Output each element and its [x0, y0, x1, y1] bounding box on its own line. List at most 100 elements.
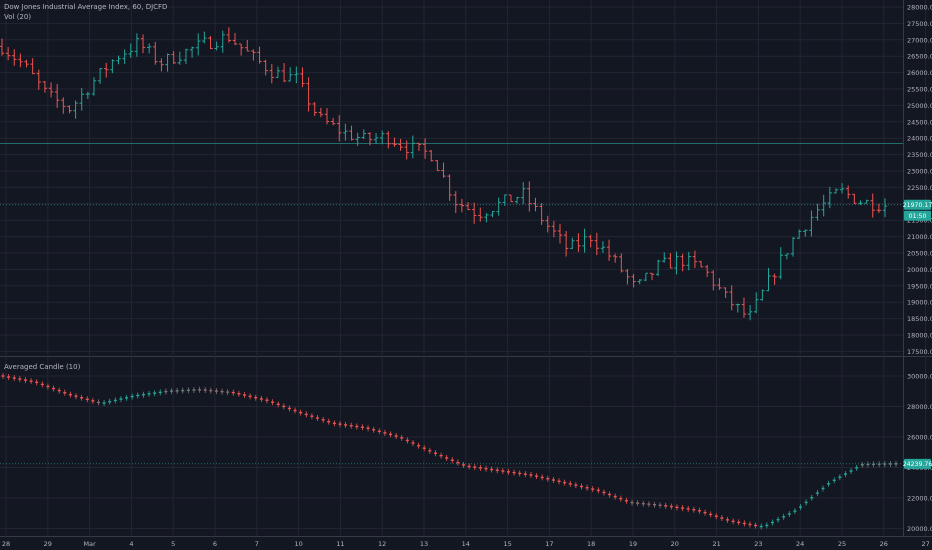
price-bar	[61, 97, 66, 114]
averaged-candle	[372, 426, 376, 433]
price-bar	[422, 138, 428, 159]
indicator-tick-label: 26000.00	[907, 434, 932, 442]
averaged-candle	[810, 494, 814, 501]
averaged-candle	[714, 513, 718, 520]
averaged-candle	[243, 392, 247, 399]
averaged-candle	[254, 394, 258, 401]
price-bar	[404, 140, 409, 160]
averaged-candle	[506, 468, 510, 475]
averaged-candle	[265, 397, 269, 404]
price-bar	[67, 105, 72, 114]
price-bar	[551, 220, 557, 238]
price-bar	[490, 210, 495, 218]
averaged-candle	[675, 504, 679, 511]
price-bar	[778, 247, 783, 280]
averaged-candle	[428, 447, 432, 454]
price-bar	[238, 43, 244, 56]
averaged-candle	[827, 480, 831, 487]
price-bar	[655, 259, 661, 277]
price-bar	[478, 207, 483, 222]
averaged-candle	[776, 516, 780, 523]
price-bar	[189, 46, 195, 58]
price-bar	[373, 133, 379, 145]
price-tick-label: 26500.00	[907, 53, 932, 61]
price-bar	[833, 188, 839, 194]
time-tick-label: 5	[171, 540, 175, 548]
price-bar	[612, 253, 618, 263]
averaged-candle	[321, 416, 325, 423]
time-tick-label: 26	[880, 540, 888, 548]
averaged-candle	[557, 478, 561, 485]
price-bar	[116, 55, 121, 65]
averaged-candle-bars	[1, 373, 898, 530]
price-bar	[183, 48, 189, 65]
price-tick-label: 27000.00	[907, 36, 932, 44]
price-bar	[306, 77, 311, 112]
averaged-candle	[220, 388, 224, 395]
price-bar	[429, 149, 434, 162]
price-bar	[649, 272, 655, 281]
price-bar	[527, 181, 532, 212]
price-tick-label: 23000.00	[907, 168, 932, 176]
averaged-candle	[602, 489, 606, 496]
time-tick-label: 20	[671, 540, 679, 548]
averaged-candle	[63, 389, 67, 396]
price-bar	[355, 132, 360, 146]
time-tick-label: 25	[838, 540, 846, 548]
price-badges: 21970.17 01:50 24239.76	[903, 199, 932, 469]
averaged-candle	[686, 505, 690, 512]
averaged-candle	[456, 459, 460, 466]
averaged-candle	[237, 390, 241, 397]
averaged-candle	[248, 393, 252, 400]
price-bar	[539, 202, 544, 225]
price-bar	[386, 131, 391, 149]
averaged-candle	[742, 520, 746, 527]
averaged-candle	[175, 387, 179, 394]
indicator-tick-label: 28000.00	[907, 403, 932, 411]
last-price-badge: 21970.17	[903, 202, 932, 209]
averaged-candle	[731, 518, 735, 525]
price-bar	[300, 67, 305, 88]
symbol-title[interactable]: Dow Jones Industrial Average Index, 60, …	[4, 3, 168, 11]
price-bar	[324, 108, 330, 125]
price-bar	[146, 43, 152, 54]
averaged-candle-label[interactable]: Averaged Candle (10)	[4, 363, 81, 371]
averaged-candle	[787, 510, 791, 517]
averaged-candle	[636, 500, 640, 507]
price-bar	[570, 237, 575, 250]
price-bar	[24, 59, 29, 68]
averaged-candle	[439, 452, 443, 459]
last-price-badge-bg	[904, 199, 931, 210]
price-bar	[582, 228, 587, 253]
time-tick-label: 15	[503, 540, 511, 548]
averaged-candle	[113, 397, 117, 404]
averaged-candle	[422, 445, 426, 452]
price-bar	[827, 186, 833, 209]
averaged-candle	[316, 415, 320, 422]
averaged-candle	[883, 461, 887, 468]
indicator-axis[interactable]: 30000.0028000.0026000.0024000.0022000.00…	[907, 373, 932, 534]
price-bar	[134, 33, 140, 57]
averaged-candle	[692, 506, 696, 513]
time-axis[interactable]: 28 29 Mar 4 5 6 7 10 11 12 13 14 15 17 18 19 20 21 23 24 25 2…	[2, 540, 932, 548]
averaged-candle	[579, 483, 583, 490]
countdown-badge-bg	[904, 210, 931, 221]
averaged-candle	[136, 392, 140, 399]
averaged-candle	[164, 388, 168, 395]
time-tick-label: 19	[629, 540, 637, 548]
averaged-candle	[377, 428, 381, 435]
averaged-candle	[91, 397, 95, 404]
price-axis[interactable]: 28000.00 27500.00 27000.00 26500.00 26000.00…	[907, 4, 932, 356]
price-bar	[692, 250, 698, 268]
averaged-candle	[815, 490, 819, 497]
averaged-candle	[366, 425, 370, 432]
averaged-candle	[349, 422, 353, 429]
price-bar	[196, 33, 201, 56]
time-tick-label: 4	[129, 540, 133, 548]
averaged-candle	[102, 400, 106, 407]
price-bar	[796, 229, 802, 239]
price-bar	[735, 303, 741, 313]
chart-grid	[0, 0, 932, 537]
volume-indicator-label[interactable]: Vol (20)	[4, 13, 32, 21]
